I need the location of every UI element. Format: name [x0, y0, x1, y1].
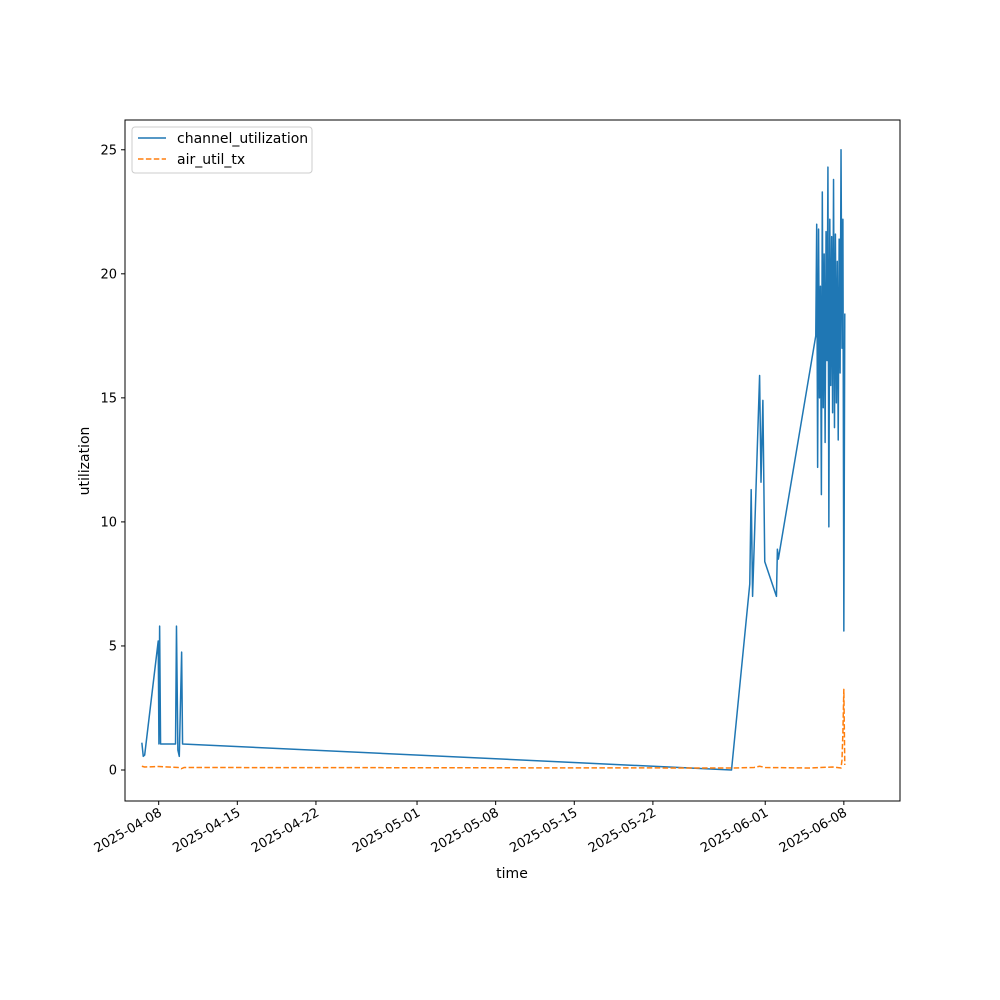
y-tick-label: 0 — [109, 763, 117, 778]
plot-frame — [124, 119, 901, 802]
legend-label-air-util-tx: air_util_tx — [177, 152, 245, 168]
y-tick-label: 20 — [100, 267, 117, 282]
y-tick-label: 15 — [100, 391, 117, 406]
y-tick-label: 25 — [100, 143, 117, 158]
legend-box — [131, 126, 313, 174]
series-layer — [141, 149, 846, 771]
y-axis-label: utilization — [77, 427, 93, 496]
series-line-air-util-tx — [141, 688, 846, 770]
series-line-channel-utilization — [141, 149, 846, 771]
x-axis-label: time — [496, 866, 528, 882]
y-axis: 0 5 10 15 20 25 — [100, 143, 125, 778]
y-tick-label: 5 — [109, 639, 117, 654]
legend-label-channel-utilization: channel_utilization — [177, 131, 308, 147]
y-tick-label: 10 — [100, 515, 117, 530]
legend: channel_utilization air_util_tx — [131, 126, 313, 174]
